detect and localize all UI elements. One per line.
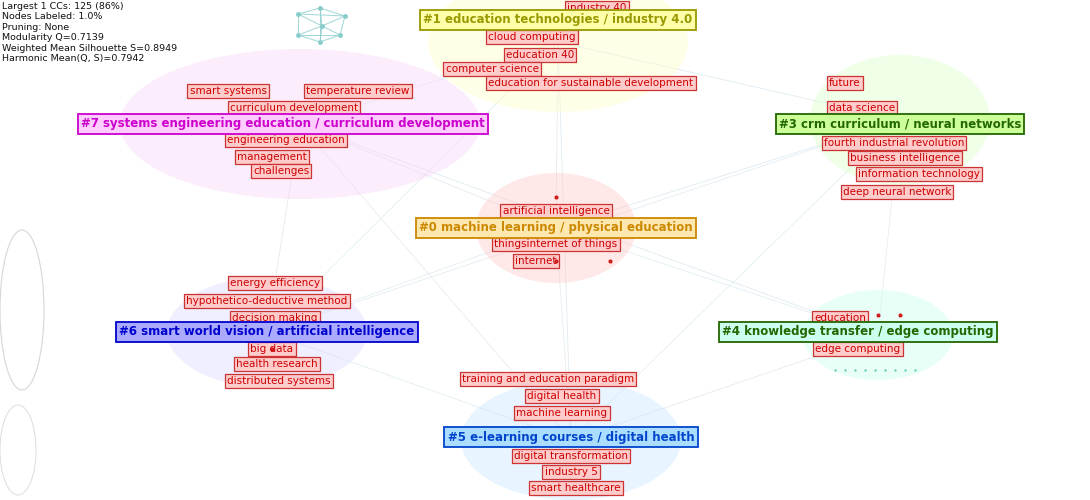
Text: machine learning: machine learning	[517, 408, 607, 418]
Text: curriculum development: curriculum development	[230, 103, 358, 113]
Text: thingsinternet of things: thingsinternet of things	[495, 239, 618, 249]
Text: artificial intelligence: artificial intelligence	[502, 206, 609, 216]
Text: education 40: education 40	[506, 50, 574, 60]
Text: decision making: decision making	[232, 313, 317, 323]
Text: smart healthcare: smart healthcare	[531, 483, 620, 493]
Text: cloud computing: cloud computing	[488, 32, 576, 42]
Text: Largest 1 CCs: 125 (86%)
Nodes Labeled: 1.0%
Pruning: None
Modularity Q=0.7139
W: Largest 1 CCs: 125 (86%) Nodes Labeled: …	[2, 2, 177, 63]
Text: big data: big data	[251, 344, 293, 354]
Text: industry 5: industry 5	[545, 467, 597, 477]
Text: #4 knowledge transfer / edge computing: #4 knowledge transfer / edge computing	[723, 326, 994, 338]
Text: hypothetico-deductive method: hypothetico-deductive method	[186, 296, 348, 306]
Text: computer science: computer science	[446, 64, 538, 74]
Text: #5 e-learning courses / digital health: #5 e-learning courses / digital health	[448, 430, 694, 444]
Text: smart systems: smart systems	[190, 86, 266, 96]
Text: management: management	[238, 152, 307, 162]
Text: business intelligence: business intelligence	[850, 153, 960, 163]
Text: challenges: challenges	[253, 166, 310, 176]
Ellipse shape	[803, 290, 953, 380]
Text: data science: data science	[828, 103, 895, 113]
Ellipse shape	[810, 55, 990, 185]
Text: education: education	[814, 313, 865, 323]
Text: engineering education: engineering education	[227, 135, 344, 145]
Text: internet: internet	[516, 256, 557, 266]
Text: #7 systems engineering education / curriculum development: #7 systems engineering education / curri…	[81, 118, 485, 130]
Text: temperature review: temperature review	[306, 86, 410, 96]
Text: #6 smart world vision / artificial intelligence: #6 smart world vision / artificial intel…	[120, 326, 414, 338]
Text: #1 education technologies / industry 4.0: #1 education technologies / industry 4.0	[423, 14, 692, 26]
Text: education for sustainable development: education for sustainable development	[488, 78, 693, 88]
Text: fourth industrial revolution: fourth industrial revolution	[824, 138, 965, 148]
Text: future: future	[829, 78, 861, 88]
Text: health research: health research	[237, 359, 318, 369]
Text: energy efficiency: energy efficiency	[230, 278, 320, 288]
Text: edge computing: edge computing	[815, 344, 900, 354]
Text: training and education paradigm: training and education paradigm	[462, 374, 634, 384]
Text: #0 machine learning / physical education: #0 machine learning / physical education	[420, 222, 693, 234]
Text: digital health: digital health	[528, 391, 596, 401]
Text: information technology: information technology	[858, 169, 980, 179]
Text: digital transformation: digital transformation	[514, 451, 628, 461]
Text: deep neural network: deep neural network	[843, 187, 952, 197]
Ellipse shape	[476, 173, 635, 283]
Text: distributed systems: distributed systems	[227, 376, 330, 386]
Ellipse shape	[120, 49, 480, 199]
Ellipse shape	[428, 0, 688, 112]
Ellipse shape	[167, 277, 367, 387]
Text: #3 crm curriculum / neural networks: #3 crm curriculum / neural networks	[779, 118, 1021, 130]
Ellipse shape	[461, 380, 681, 500]
Text: industry 40: industry 40	[567, 3, 627, 13]
